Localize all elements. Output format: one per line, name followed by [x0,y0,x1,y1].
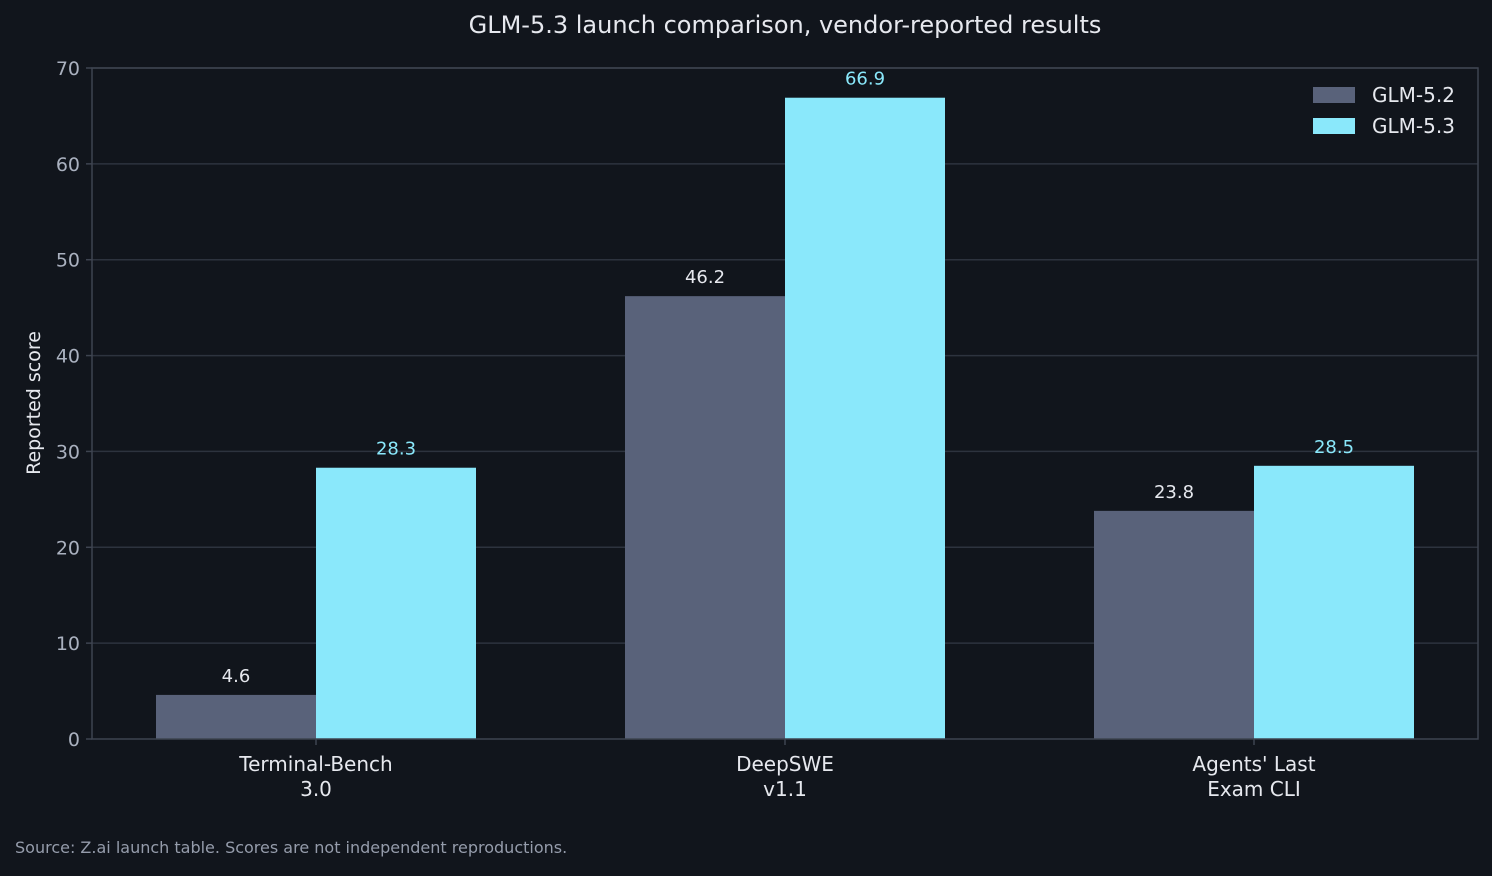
y-axis-label: Reported score [23,331,45,475]
x-tick-label-line: 3.0 [300,777,332,801]
y-tick-label: 20 [56,537,80,559]
y-tick-label: 70 [56,58,80,80]
bar-glm-5-2 [625,296,785,739]
y-tick-label: 10 [56,633,80,655]
y-tick-label: 60 [56,154,80,176]
chart-title: GLM-5.3 launch comparison, vendor-report… [469,11,1102,39]
y-tick-label: 0 [68,729,80,751]
x-tick-label: Terminal-Bench 3.0 [238,752,392,801]
y-tick-label: 40 [56,346,80,368]
data-label: 28.3 [376,439,416,460]
legend-label: GLM-5.2 [1372,83,1455,107]
footnote: Source: Z.ai launch table. Scores are no… [15,838,567,857]
bar-glm-5-2 [156,694,316,739]
y-tick-label: 30 [56,441,80,463]
legend-label: GLM-5.3 [1372,114,1455,138]
data-label: 4.6 [222,666,251,687]
data-label: 23.8 [1154,482,1194,503]
x-tick-label-line: Exam CLI [1207,777,1301,801]
data-label: 66.9 [845,69,885,90]
axes-group: 0 10 20 30 40 50 60 70 Terminal-Bench 3.0 DeepSWE v… [56,58,1479,801]
data-label: 28.5 [1314,437,1354,458]
legend: GLM-5.2 GLM-5.3 [1313,83,1455,138]
x-tick-label-line: v1.1 [763,777,807,801]
x-tick-label: DeepSWE v1.1 [736,752,834,801]
bar-glm-5-3 [1254,465,1414,739]
legend-swatch [1313,87,1355,103]
x-tick-label-line: Agents' Last [1192,752,1315,776]
x-tick-label-line: Terminal-Bench [238,752,392,776]
bars-group: 4.6 46.2 23.8 28.3 66.9 28.5 [156,69,1414,740]
data-label: 46.2 [685,267,725,288]
x-tick-label-line: DeepSWE [736,752,834,776]
y-tick-label: 50 [56,250,80,272]
bar-glm-5-3 [785,97,945,740]
legend-swatch [1313,118,1355,134]
bar-glm-5-2 [1094,510,1254,739]
bar-glm-5-3 [316,467,476,739]
x-tick-label: Agents' Last Exam CLI [1192,752,1315,801]
